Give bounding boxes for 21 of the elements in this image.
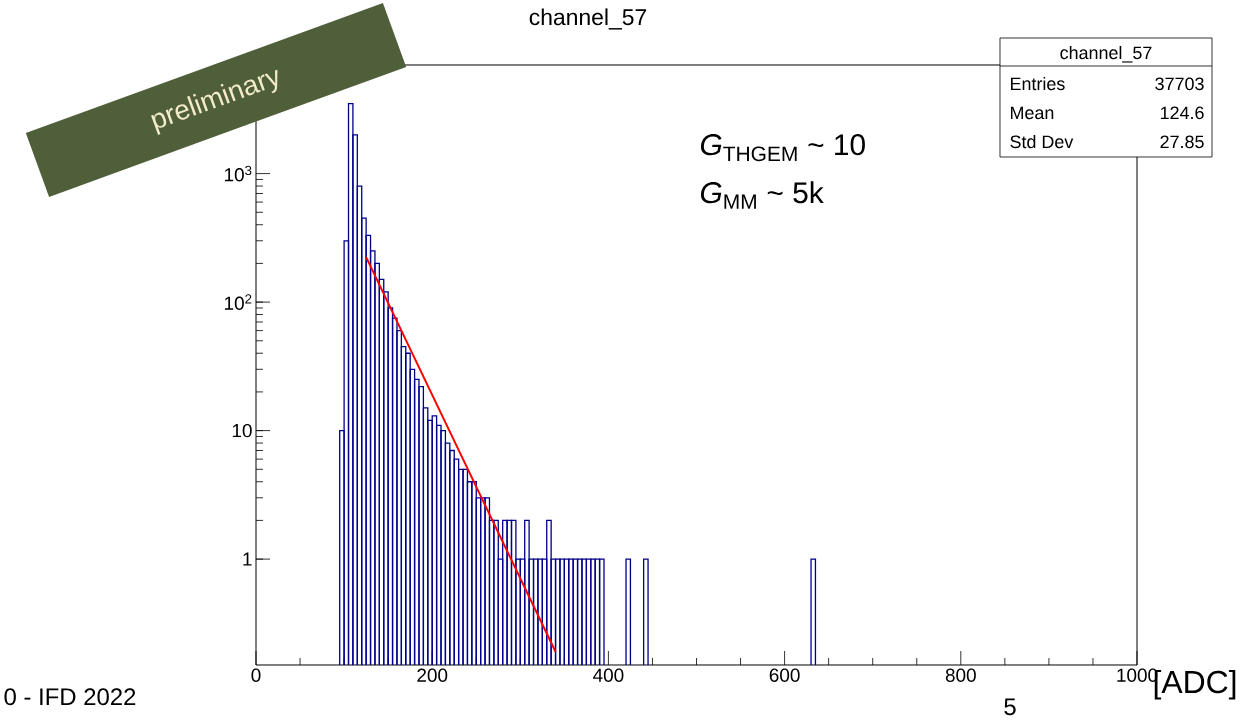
annotation: G$_{MM}$ ~ 5k bbox=[700, 181, 824, 209]
annotation: G$_{THGEM}$ ~ 10 bbox=[700, 134, 865, 162]
y-tick-label: 10$^{3}$ bbox=[225, 165, 252, 182]
x-tick-label: 0 bbox=[251, 668, 261, 682]
annotation: Std Dev bbox=[1010, 134, 1074, 149]
text: 0 - IFD 2022 bbox=[4, 688, 136, 706]
text: 124.6 bbox=[1160, 106, 1204, 120]
x-tick-label: 400 bbox=[593, 668, 624, 682]
x-tick-label: 600 bbox=[769, 668, 800, 682]
annotation: Entries bbox=[1010, 76, 1065, 91]
y-tick-label: 10 bbox=[232, 423, 252, 438]
chart-title: channel_57 bbox=[529, 8, 647, 30]
x-tick-label: 200 bbox=[417, 668, 448, 682]
x-tick-label: 800 bbox=[945, 668, 976, 682]
text: 5 bbox=[1004, 698, 1016, 716]
text: 37703 bbox=[1155, 77, 1204, 91]
y-tick-label: 1 bbox=[243, 552, 252, 566]
text: 27.85 bbox=[1160, 135, 1204, 149]
annotation: Mean bbox=[1010, 106, 1054, 120]
y-tick-label: 10$^{2}$ bbox=[225, 294, 252, 310]
text: channel_57 bbox=[1060, 45, 1152, 63]
